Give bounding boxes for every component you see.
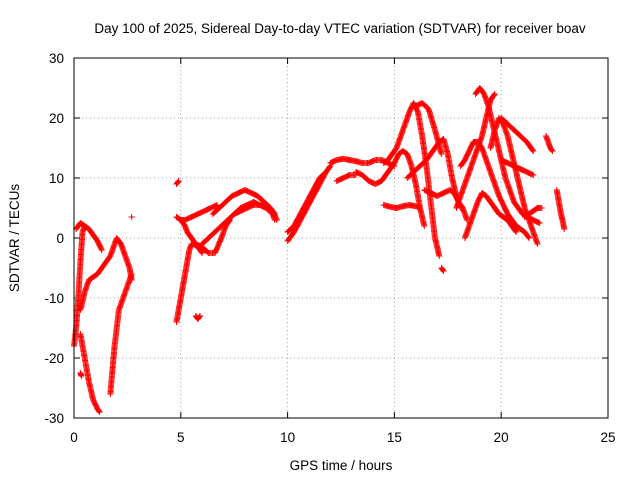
- series-arc-4: [73, 220, 105, 253]
- x-axis-label: GPS time / hours: [290, 458, 393, 473]
- x-tick-label: 5: [177, 430, 185, 445]
- data-point: [273, 215, 280, 222]
- data-point: [440, 268, 447, 274]
- series-arc-11: [192, 313, 204, 322]
- series-arc-33: [498, 157, 537, 178]
- data-point: [323, 169, 330, 175]
- data-point: [322, 169, 329, 176]
- series-arc-12: [177, 217, 233, 256]
- series-arc-6: [77, 370, 85, 379]
- series-arc-2: [77, 235, 135, 313]
- data-point: [98, 247, 105, 253]
- series-arc-5: [107, 271, 135, 397]
- y-tick-label: 30: [49, 51, 64, 66]
- y-tick-label: -20: [44, 351, 64, 366]
- data-point: [549, 148, 556, 154]
- x-tick-label: 15: [387, 430, 402, 445]
- series-arc-28: [457, 139, 532, 241]
- data-point: [78, 373, 85, 379]
- data-point: [98, 245, 105, 252]
- data-point: [95, 408, 102, 414]
- data-point: [128, 271, 135, 277]
- data-point: [538, 205, 545, 211]
- y-tick-label: -30: [44, 411, 64, 426]
- data-point: [96, 409, 103, 415]
- series-arc-36: [553, 187, 568, 232]
- chart-title: Day 100 of 2025, Sidereal Day-to-day VTE…: [94, 21, 585, 36]
- series-arc-27: [453, 91, 498, 211]
- data-point: [525, 234, 532, 240]
- series-arc-7: [128, 214, 135, 220]
- data-point: [525, 235, 532, 241]
- data-point: [273, 217, 280, 223]
- y-tick-label: 10: [49, 171, 64, 186]
- series-arc-20: [352, 148, 428, 229]
- data-point: [513, 229, 520, 235]
- data-points: [71, 85, 568, 415]
- axis-ticks: 0 5 10 15 20 25 -30 -20 -10 0 10 20 30: [44, 51, 615, 445]
- data-point: [536, 220, 543, 226]
- series-arc-10: [173, 202, 221, 223]
- data-point: [561, 226, 568, 232]
- data-point: [438, 151, 445, 157]
- data-point: [128, 214, 135, 220]
- series-arc-32: [498, 115, 537, 154]
- data-point: [421, 223, 428, 229]
- series-arc-9: [173, 178, 182, 187]
- data-point: [512, 228, 519, 234]
- x-tick-label: 25: [600, 430, 615, 445]
- data-point: [196, 314, 203, 320]
- x-tick-label: 20: [494, 430, 509, 445]
- data-point: [548, 147, 555, 153]
- data-point: [326, 164, 333, 170]
- plot-frame: [73, 57, 609, 419]
- data-point: [534, 241, 541, 247]
- series-arc-8: [173, 241, 206, 325]
- series-arc-19: [333, 172, 359, 184]
- data-point: [197, 313, 204, 319]
- y-axis-label: SDTVAR / TECUs: [7, 184, 22, 293]
- series-arc-17: [284, 169, 330, 235]
- data-point: [417, 205, 424, 211]
- series-arc-24: [412, 100, 445, 157]
- series-arc-15: [231, 202, 280, 223]
- y-tick-label: 0: [56, 231, 64, 246]
- data-point: [198, 249, 205, 255]
- data-point: [436, 253, 443, 259]
- data-point: [491, 92, 498, 98]
- data-point: [175, 178, 182, 184]
- data-point: [530, 172, 537, 178]
- series-arc-26: [438, 265, 447, 274]
- y-tick-label: 20: [49, 111, 64, 126]
- data-point: [199, 250, 206, 256]
- series-arc-22: [380, 202, 424, 211]
- data-point: [530, 148, 537, 154]
- series-arc-3: [77, 331, 103, 415]
- data-point: [174, 179, 181, 185]
- x-tick-label: 10: [280, 430, 295, 445]
- y-tick-label: -10: [44, 291, 64, 306]
- series-arc-29: [461, 190, 520, 241]
- x-tick-label: 0: [70, 430, 78, 445]
- data-point: [439, 267, 446, 273]
- series-arc-34: [521, 205, 545, 220]
- data-point: [491, 91, 498, 97]
- data-point: [529, 147, 536, 153]
- series-arc-35: [543, 133, 556, 154]
